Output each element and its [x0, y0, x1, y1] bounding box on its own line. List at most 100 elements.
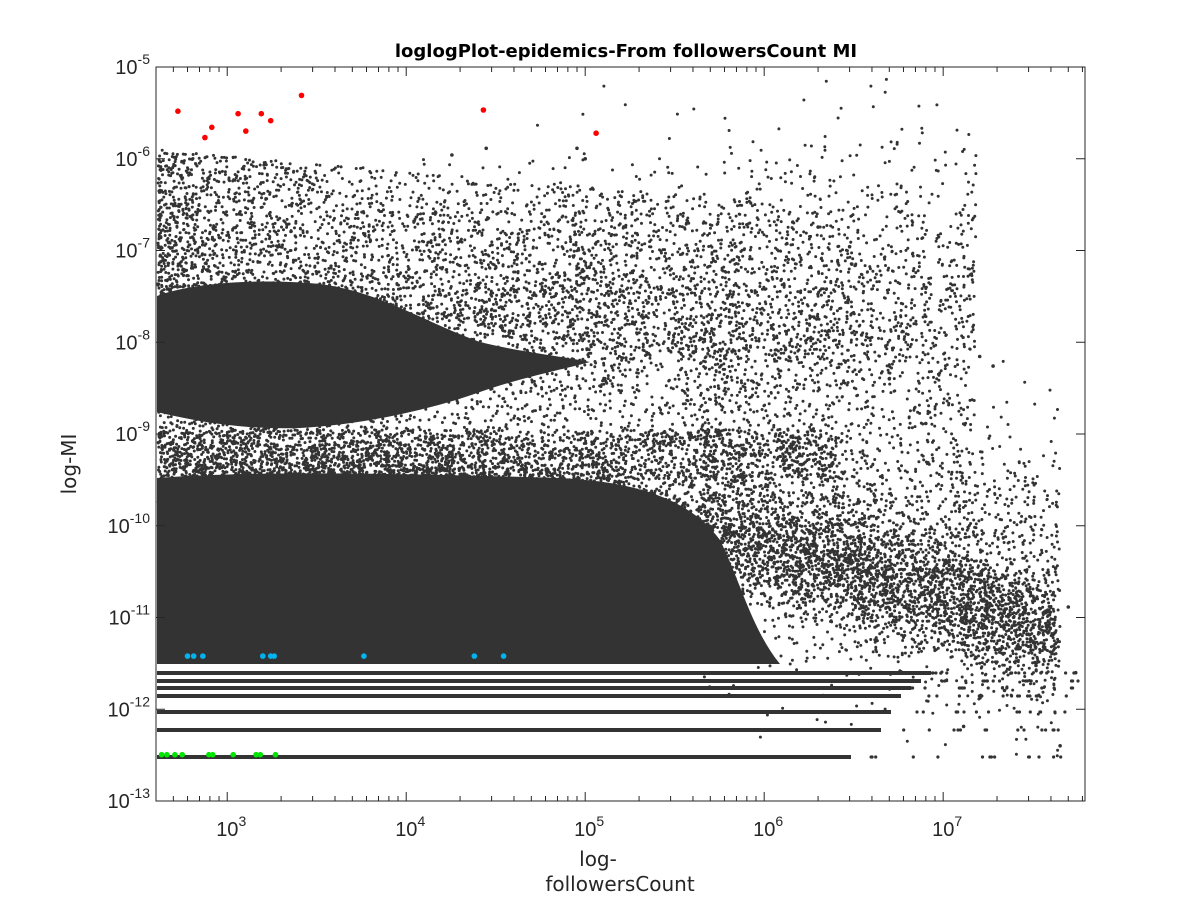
ticks-layer: 103 104 105 106 107 10-13 10-12 10-11 10-10 10-9 1… — [108, 51, 1085, 841]
y-tick-label: 10-10 — [108, 510, 151, 538]
quantized-row — [157, 679, 921, 683]
points-layer — [156, 77, 1080, 759]
quantized-row — [157, 694, 901, 698]
quantized-row — [157, 710, 891, 714]
red-point — [243, 128, 249, 134]
blue-point — [271, 653, 278, 659]
data-point — [1069, 686, 1073, 690]
data-point — [983, 679, 987, 683]
quantized-row — [157, 671, 931, 675]
data-point — [1022, 728, 1026, 732]
red-point — [235, 110, 241, 117]
data-point — [1073, 670, 1078, 675]
data-point — [1064, 671, 1068, 675]
data-point — [991, 679, 995, 683]
data-point — [927, 728, 931, 732]
data-point — [935, 694, 939, 698]
data-point — [936, 755, 940, 759]
data-point — [911, 755, 915, 759]
data-point — [1044, 728, 1048, 732]
data-point — [991, 364, 995, 368]
data-point — [1001, 694, 1005, 698]
data-point — [962, 710, 966, 714]
data-point — [874, 755, 878, 759]
data-point — [1028, 710, 1032, 714]
data-point — [1063, 710, 1067, 714]
green-point — [164, 751, 170, 758]
data-point — [1059, 755, 1063, 759]
data-point — [859, 333, 864, 337]
data-point — [924, 421, 928, 426]
data-point — [985, 679, 989, 683]
red-point — [298, 92, 305, 99]
data-point — [1058, 744, 1062, 748]
data-point — [957, 694, 962, 698]
data-point — [993, 755, 997, 759]
x-tick-label: 103 — [216, 813, 246, 841]
data-point — [1023, 671, 1027, 675]
data-point — [1052, 755, 1056, 759]
y-tick-label: 10-9 — [115, 418, 150, 446]
blue-point — [260, 653, 266, 659]
y-tick-label: 10-8 — [115, 326, 150, 354]
data-point — [484, 146, 489, 151]
data-point — [1064, 694, 1068, 698]
data-point — [986, 710, 991, 714]
data-point — [988, 755, 992, 759]
data-point — [1039, 710, 1043, 714]
data-point — [575, 146, 579, 151]
y-tick-label: 10-12 — [108, 693, 151, 721]
red-point — [175, 108, 181, 114]
data-point — [1017, 710, 1022, 714]
data-point — [911, 686, 915, 690]
x-tick-label: 105 — [574, 813, 604, 841]
data-point — [1076, 679, 1080, 683]
data-point — [1056, 728, 1060, 732]
y-tick-label: 10-11 — [109, 602, 151, 630]
x-tick-label: 104 — [395, 813, 425, 841]
data-point — [1017, 671, 1021, 675]
data-point — [1051, 728, 1055, 732]
red-point — [209, 124, 215, 131]
data-point — [927, 694, 931, 698]
data-point — [934, 671, 938, 675]
blue-point — [184, 653, 191, 659]
blue-point — [471, 653, 478, 659]
data-point — [1034, 663, 1038, 668]
scatter-points-cloud — [156, 77, 1062, 758]
data-point — [816, 225, 820, 229]
data-point — [1040, 728, 1044, 732]
red-point — [480, 107, 487, 113]
data-point — [945, 671, 949, 675]
data-point — [1069, 679, 1074, 683]
quantized-row — [157, 755, 851, 759]
data-point — [1026, 694, 1030, 698]
red-point — [593, 130, 599, 136]
x-axis-label-line-2: followersCount — [545, 872, 694, 896]
x-tick-label: 107 — [932, 813, 962, 841]
red-point — [202, 134, 208, 141]
green-point — [179, 751, 185, 758]
data-point — [956, 710, 960, 714]
data-point — [1066, 605, 1071, 609]
data-point — [923, 686, 927, 690]
y-tick-label: 10-6 — [115, 143, 150, 171]
data-point — [869, 755, 873, 759]
green-point — [230, 751, 236, 758]
data-point — [980, 755, 985, 759]
data-point — [997, 679, 1002, 683]
data-point — [1015, 710, 1019, 714]
data-point — [958, 728, 963, 732]
red-point — [258, 110, 265, 117]
data-point — [959, 686, 963, 690]
data-point — [986, 686, 990, 690]
data-point — [974, 710, 979, 714]
data-point — [921, 710, 925, 714]
quantized-row — [157, 728, 881, 732]
chart-title: loglogPlot-epidemics-From followersCount… — [395, 41, 857, 62]
data-point — [583, 157, 587, 161]
data-point — [930, 671, 935, 675]
y-tick-label: 10-13 — [108, 785, 151, 813]
quantized-row — [157, 686, 911, 690]
